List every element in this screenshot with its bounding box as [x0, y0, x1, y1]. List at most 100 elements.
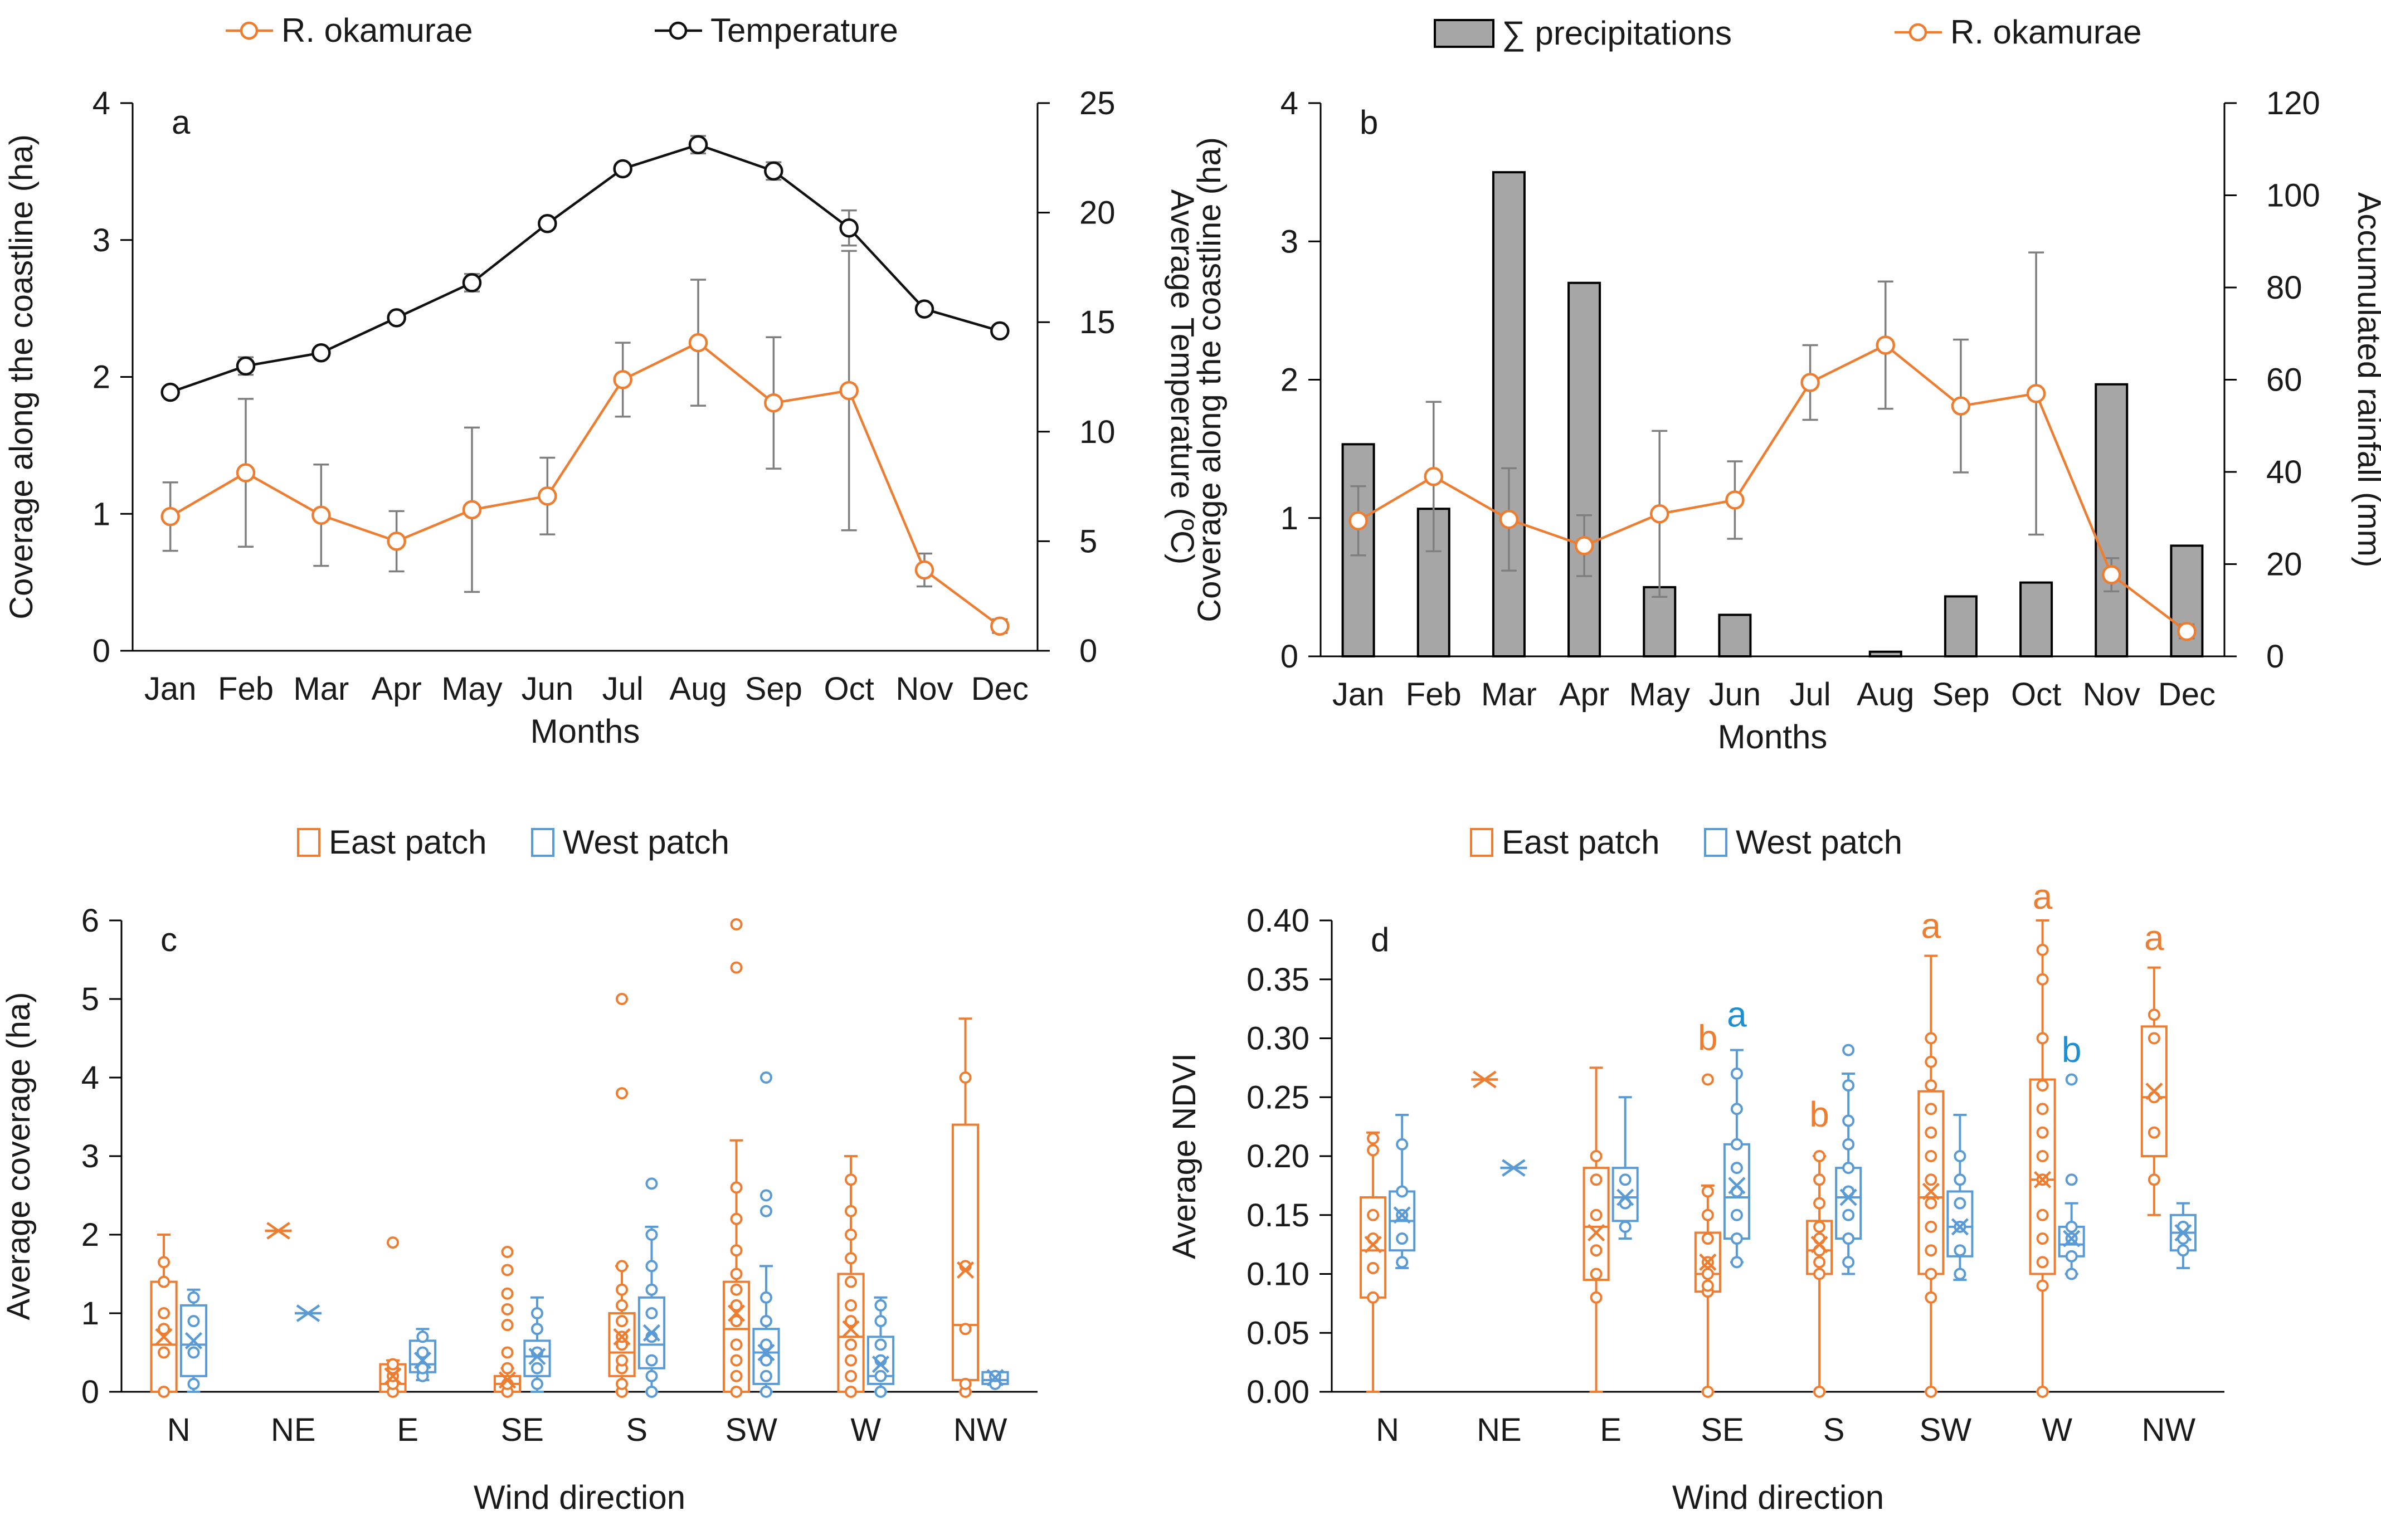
x-tick-label: SW [1920, 1412, 1972, 1448]
mean-marker [2063, 1230, 2081, 1247]
data-point [845, 1252, 858, 1265]
legend-west-patch-label: West patch [563, 823, 729, 861]
data-point [158, 1307, 171, 1319]
mean-marker [1699, 1253, 1717, 1271]
data-point [1590, 1268, 1603, 1280]
x-tick-label: N [167, 1412, 191, 1448]
legend-east-patch-swatch [297, 828, 320, 857]
data-point [645, 1229, 658, 1241]
data-point [1367, 1261, 1380, 1274]
data-point [1701, 1073, 1714, 1086]
mean-marker [1393, 1206, 1411, 1224]
data-point [759, 1315, 772, 1328]
mean-marker-single [1500, 1159, 1527, 1177]
mean-marker [642, 1324, 661, 1342]
data-point-r-okamurae [462, 500, 482, 520]
legend-east-patch-label: East patch [1502, 823, 1660, 861]
x-tick-label: Sep [1932, 676, 1989, 713]
legend-temperature-label: Temperature [710, 12, 898, 49]
data-point [1730, 1256, 1743, 1269]
panel-label: d [1371, 921, 1389, 958]
data-point [1813, 1386, 1826, 1398]
x-tick-label: NE [271, 1412, 316, 1448]
data-point [530, 1377, 543, 1390]
panel-c-coverage-wind: 0 1 2 3 4 5 6 N NE E SE S SW W NW Wind direction Average… [1, 823, 1038, 1516]
x-tick-label: SE [1701, 1412, 1744, 1448]
x-tick-label: Dec [971, 671, 1029, 707]
x-tick-label: Aug [669, 671, 727, 707]
data-point-r-okamurae [688, 333, 708, 353]
x-tick-label: Jan [144, 671, 197, 707]
data-point [1590, 1208, 1603, 1221]
x-axis-title: Wind direction [1672, 1479, 1884, 1516]
data-point [1813, 1150, 1826, 1162]
data-point [1813, 1256, 1826, 1269]
legend-west-patch-swatch [531, 828, 554, 857]
data-point-temperature [839, 218, 859, 238]
mean-marker [871, 1356, 890, 1373]
y2-axis-title: Accumulated rainfall (mm) [2351, 192, 2381, 568]
data-point [501, 1362, 514, 1375]
iqr-box [951, 1123, 980, 1381]
data-point-r-okamurae [613, 370, 632, 389]
data-point-r-okamurae [1876, 335, 1895, 355]
data-point [1730, 1138, 1743, 1151]
mean-marker [727, 1304, 746, 1322]
data-point [759, 1354, 772, 1367]
data-point [1730, 1208, 1743, 1221]
data-point [1813, 1197, 1826, 1210]
left-tick-label: 0.00 [1247, 1374, 1309, 1410]
legend-east-patch-swatch [1470, 828, 1493, 857]
data-point [1701, 1232, 1714, 1245]
left-tick-label: 0 [1280, 639, 1298, 675]
data-point [616, 1299, 629, 1312]
data-point-r-okamurae [1650, 504, 1669, 524]
mean-marker-single [294, 1304, 322, 1322]
mean-marker [1616, 1188, 1634, 1206]
mean-marker [498, 1371, 517, 1389]
left-tick-label: 1 [92, 496, 110, 532]
x-tick-label: Aug [1857, 676, 1914, 713]
x-tick-label: May [1629, 676, 1690, 713]
y-axis-title: Average NDVI [1166, 1053, 1202, 1259]
mean-marker-single [1471, 1070, 1498, 1089]
left-tick-label: 0.30 [1247, 1021, 1309, 1057]
data-point [1842, 1208, 1855, 1221]
x-tick-label: Apr [372, 671, 422, 707]
data-point [2036, 1232, 2049, 1245]
legend-east-patch-label: East patch [329, 823, 487, 861]
left-tick-label: 6 [81, 903, 99, 939]
x-tick-label: Oct [2011, 676, 2061, 713]
data-point [645, 1307, 658, 1319]
data-point [874, 1370, 887, 1382]
left-tick-label: 2 [1280, 362, 1298, 398]
mean-marker [842, 1320, 860, 1338]
legend-west-patch-swatch [1704, 828, 1727, 857]
data-point [845, 1229, 858, 1241]
data-point [2065, 1173, 2078, 1186]
data-point-r-okamurae [387, 532, 406, 551]
mean-marker [413, 1352, 432, 1370]
x-tick-label: W [2042, 1412, 2072, 1448]
right-tick-label: 0 [1079, 633, 1097, 669]
mean-marker-single [265, 1222, 292, 1240]
data-point [187, 1346, 200, 1359]
right-tick-label: 120 [2266, 85, 2320, 121]
mean-marker [1810, 1236, 1828, 1254]
data-point [845, 1173, 858, 1186]
data-point [845, 1299, 858, 1312]
data-point [730, 1212, 743, 1225]
data-point-r-okamurae [764, 393, 783, 413]
legend-temperature-swatch-marker [669, 21, 688, 40]
data-point [187, 1291, 200, 1304]
x-tick-label: NW [953, 1412, 1007, 1448]
data-point [1954, 1268, 1966, 1280]
right-tick-label: 5 [1079, 523, 1097, 559]
left-tick-label: 0.40 [1247, 903, 1309, 939]
data-point [2148, 1126, 2160, 1139]
left-tick-label: 0 [81, 1374, 99, 1410]
data-point-temperature [990, 321, 1010, 341]
left-tick-label: 2 [81, 1217, 99, 1253]
panel-a-coverage-temperature: 0 1 2 3 4 Jan Feb Mar Apr May Jun Jul Aug Sep Oct Nov De… [3, 12, 1200, 750]
x-tick-label: E [1600, 1412, 1622, 1448]
